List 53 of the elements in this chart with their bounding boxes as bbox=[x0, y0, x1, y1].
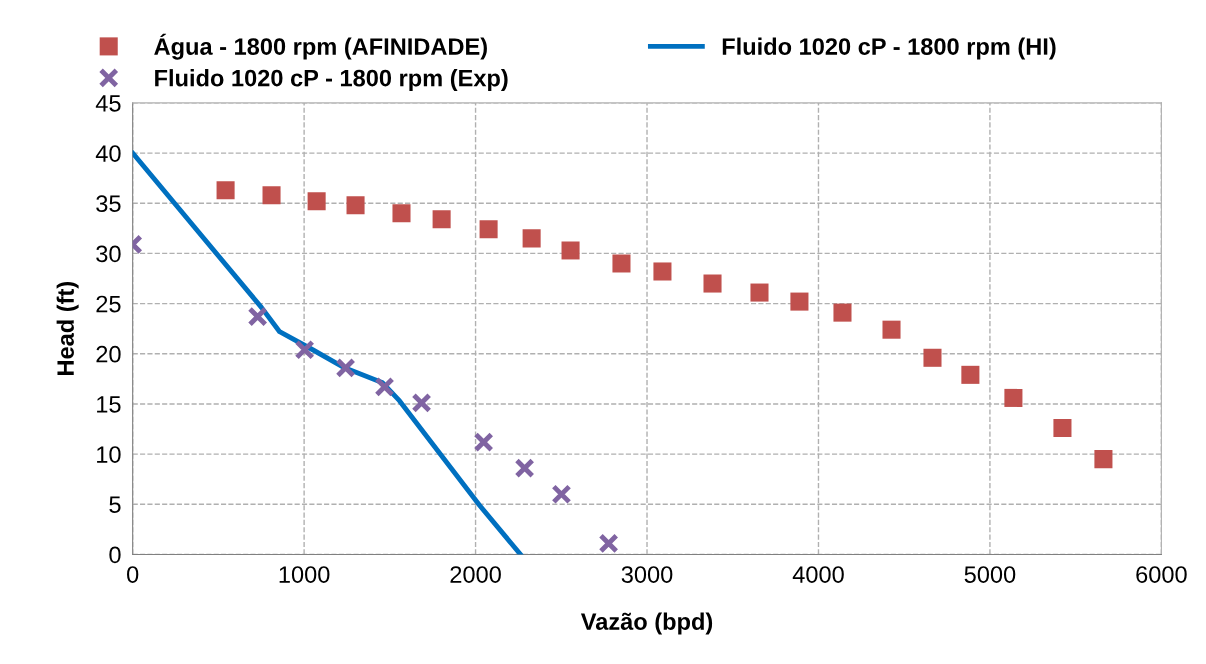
point bbox=[833, 303, 852, 322]
point bbox=[307, 192, 326, 211]
point bbox=[653, 262, 672, 281]
point bbox=[216, 181, 235, 200]
x-tick-label: 1000 bbox=[279, 566, 330, 583]
point bbox=[262, 186, 281, 205]
point bbox=[374, 376, 395, 397]
y-tick-label: 25 bbox=[96, 295, 121, 313]
y-tick-label: 40 bbox=[95, 145, 121, 162]
x-tick-label: 0 bbox=[127, 566, 139, 583]
point bbox=[247, 306, 268, 327]
point bbox=[1004, 388, 1023, 407]
point bbox=[598, 533, 619, 554]
point bbox=[612, 254, 631, 273]
point bbox=[346, 196, 365, 215]
x-tick-label: 2000 bbox=[450, 566, 501, 583]
point bbox=[882, 320, 901, 339]
point bbox=[392, 204, 411, 223]
legend-label: Fluido 1020 cP - 1800 rpm (Exp) bbox=[155, 69, 508, 92]
x-tick-label: 4000 bbox=[792, 566, 844, 583]
legend-label: Fluido 1020 cP - 1800 rpm (HI) bbox=[722, 37, 1056, 60]
point bbox=[335, 357, 356, 378]
y-tick-label: 10 bbox=[97, 446, 121, 463]
point bbox=[473, 431, 494, 453]
y-tick-label: 30 bbox=[96, 245, 121, 263]
x-axis-title: Vazão (bpd) bbox=[580, 612, 713, 635]
y-tick-label: 20 bbox=[96, 345, 121, 363]
line-series bbox=[132, 150, 523, 555]
y-tick-label: 0 bbox=[109, 546, 121, 564]
legend-label: Água - 1800 rpm (AFINIDADE) bbox=[154, 33, 487, 60]
y-tick-label: 5 bbox=[109, 496, 121, 514]
y-tick-label: 35 bbox=[96, 195, 121, 213]
point bbox=[561, 241, 580, 260]
x-tick-label: 5000 bbox=[964, 566, 1016, 583]
y-tick-label: 45 bbox=[95, 95, 121, 112]
y-axis-title: Head (ft) bbox=[56, 281, 79, 375]
point bbox=[750, 283, 769, 302]
point bbox=[411, 392, 432, 413]
point bbox=[703, 274, 722, 293]
point bbox=[514, 458, 535, 479]
x-tick-label: 6000 bbox=[1136, 566, 1187, 583]
point bbox=[1094, 450, 1113, 469]
y-tick-label: 15 bbox=[97, 396, 121, 413]
point bbox=[923, 348, 942, 367]
point bbox=[790, 292, 809, 311]
point bbox=[551, 484, 572, 505]
point bbox=[432, 210, 451, 229]
point bbox=[294, 339, 315, 360]
point bbox=[479, 220, 498, 239]
point bbox=[961, 365, 980, 384]
point bbox=[522, 229, 541, 248]
point bbox=[1053, 418, 1072, 438]
x-tick-label: 3000 bbox=[621, 566, 673, 583]
